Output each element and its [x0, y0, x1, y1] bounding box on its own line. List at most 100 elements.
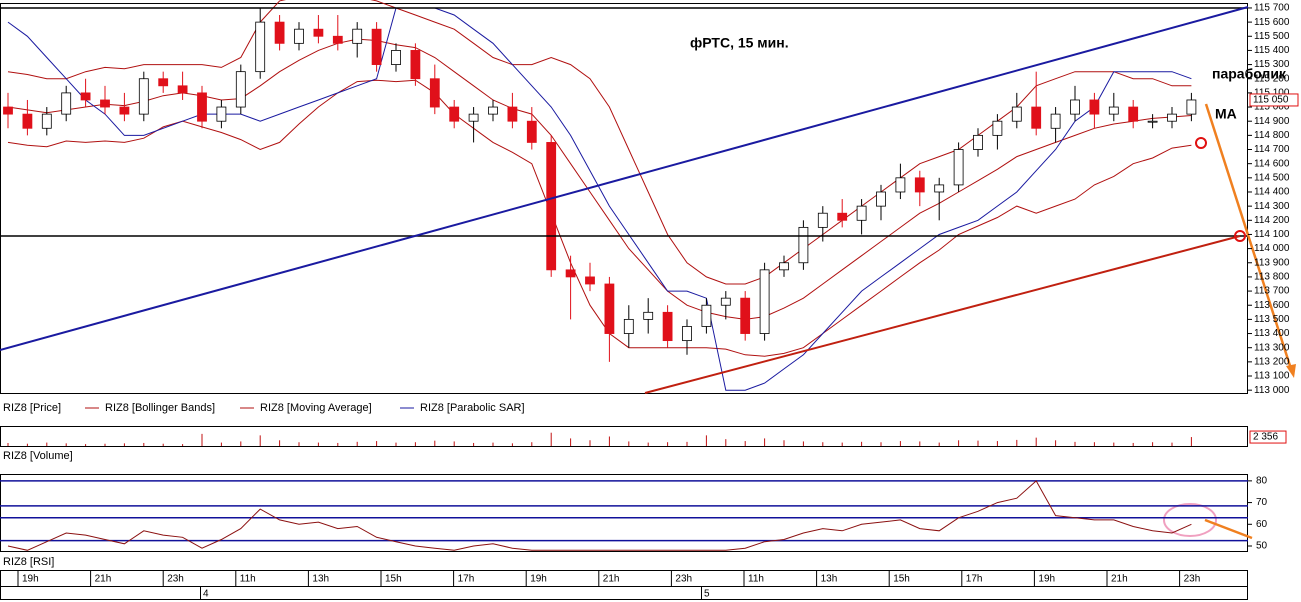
x-tick-label: 11h — [748, 574, 764, 585]
candle-body — [177, 85, 188, 94]
forecast-arrow — [1204, 518, 1253, 540]
candle-body — [837, 212, 848, 221]
x-tick-label: 15h — [385, 574, 402, 585]
candle-body — [1128, 106, 1139, 122]
y-tick-label: 115 500 — [1254, 31, 1290, 42]
candle-body — [391, 50, 401, 65]
candle-body — [585, 276, 595, 285]
candle-body — [255, 21, 266, 73]
candle-body — [410, 50, 421, 80]
x-tick-label: 17h — [966, 574, 983, 585]
candle-body — [100, 99, 110, 108]
y-tick-label: 113 200 — [1254, 356, 1290, 367]
candle-body — [274, 21, 285, 44]
candle-body — [856, 205, 867, 221]
y-tick-label: 113 600 — [1254, 300, 1290, 311]
candle-body — [352, 28, 363, 44]
candle-body — [507, 106, 518, 122]
y-tick-label: 2 356 — [1253, 432, 1278, 443]
legend-entry: RIZ8 [Moving Average] — [260, 402, 372, 414]
candle-body — [1070, 99, 1080, 115]
x-tick-label: 23h — [675, 574, 692, 585]
candle-body — [720, 297, 731, 306]
candle-body — [1050, 113, 1061, 129]
x-tick-label: 13h — [821, 574, 838, 585]
y-tick-label: 114 900 — [1254, 116, 1290, 127]
trend-line — [0, 6, 1249, 351]
candle-body — [216, 106, 227, 122]
candle-body — [158, 78, 169, 87]
y-tick-label: 115 400 — [1254, 45, 1290, 56]
candle-body — [895, 177, 906, 193]
y-tick-label: 113 900 — [1254, 257, 1290, 268]
candle-body — [41, 113, 52, 129]
y-tick-label: 114 400 — [1254, 187, 1290, 198]
candle-body — [759, 269, 770, 334]
candle-body — [565, 269, 576, 278]
x-tick-label: 15h — [893, 574, 910, 585]
x-tick-label: 11h — [240, 574, 256, 585]
y-tick-label: 115 100 — [1254, 88, 1290, 99]
y-tick-label: 113 100 — [1254, 371, 1290, 382]
legend-entry: RIZ8 [Bollinger Bands] — [105, 402, 215, 414]
arrow-head — [1286, 364, 1296, 378]
y-tick-label: 115 200 — [1254, 73, 1290, 84]
candle-body — [1011, 106, 1022, 122]
candle-body — [604, 283, 615, 334]
candle-body — [138, 78, 149, 115]
candle-body — [817, 212, 828, 228]
price-panel — [0, 3, 1248, 394]
last-price-label: 115 050 — [1253, 95, 1289, 106]
x-tick-label: 19h — [530, 574, 547, 585]
candle-body — [119, 106, 130, 115]
candle-body — [80, 92, 91, 101]
candle-body — [313, 28, 324, 37]
day-label: 5 — [704, 589, 710, 600]
annotation: параболик — [1212, 66, 1287, 82]
y-tick-label: 114 700 — [1254, 144, 1290, 155]
rsi-line — [7, 480, 1192, 551]
candle-body — [701, 304, 712, 327]
candle-body — [1031, 106, 1042, 129]
candle-body — [22, 113, 33, 129]
y-tick-label: 114 300 — [1254, 201, 1290, 212]
candle-body — [779, 262, 789, 271]
y-tick-label: 115 600 — [1254, 17, 1290, 28]
x-tick-label: 23h — [167, 574, 184, 585]
candle-body — [429, 78, 440, 108]
x-tick-label: 23h — [1184, 574, 1201, 585]
panel-title: RIZ8 [RSI] — [3, 556, 54, 568]
candle-body — [953, 149, 964, 186]
candle-body — [546, 142, 557, 271]
candle-body — [371, 28, 382, 65]
candle-body — [992, 120, 1003, 136]
highlight — [1163, 503, 1217, 537]
candle-body — [876, 191, 886, 207]
x-tick-label: 19h — [22, 574, 39, 585]
tick-mark — [1249, 430, 1287, 444]
last-price-box — [1249, 93, 1299, 107]
candle-body — [643, 311, 654, 320]
annotation: MA — [1215, 106, 1237, 122]
y-tick-label: 113 300 — [1254, 342, 1290, 353]
candle-body — [740, 297, 751, 334]
candle-body — [1147, 120, 1158, 123]
volume-panel — [0, 426, 1248, 447]
candle-body — [914, 177, 925, 193]
candle-body — [623, 318, 634, 334]
y-tick-label: 114 800 — [1254, 130, 1290, 141]
candle-body — [61, 92, 72, 115]
y-tick-label: 114 000 — [1254, 243, 1290, 254]
candle-body — [3, 106, 13, 115]
candle-body — [1089, 99, 1100, 115]
annotation: фРТС, 15 мин. — [690, 35, 789, 51]
forecast-arrow — [1204, 103, 1294, 373]
candle-body — [973, 134, 983, 150]
y-tick-label: 113 800 — [1254, 272, 1290, 283]
candle-body — [332, 35, 343, 44]
y-tick-label: 113 000 — [1254, 385, 1290, 396]
x-tick-label: 17h — [458, 574, 475, 585]
marker — [1234, 230, 1246, 242]
candle-body — [798, 226, 809, 264]
